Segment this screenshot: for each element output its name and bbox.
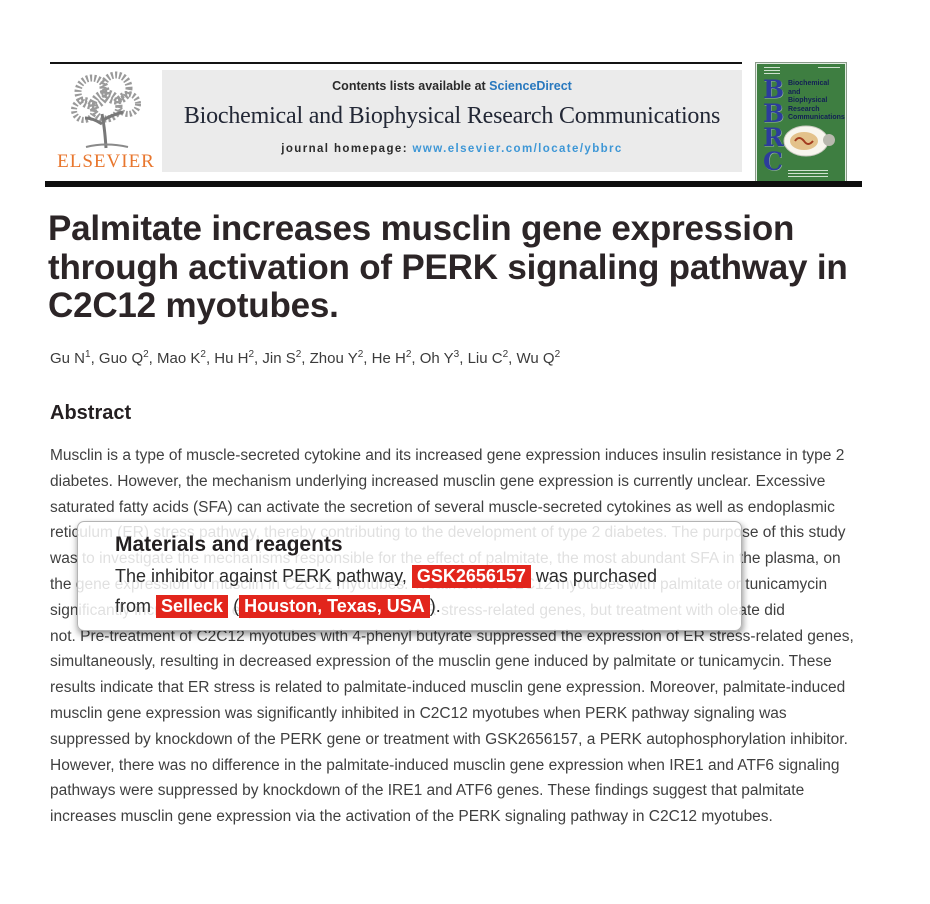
journal-title: Biochemical and Biophysical Research Com… — [183, 103, 721, 129]
author: Zhou Y2, — [309, 349, 372, 367]
homepage-label: journal homepage: — [281, 143, 413, 155]
author: Guo Q2, — [98, 349, 158, 367]
abstract-heading: Abstract — [50, 402, 132, 424]
sciencedirect-link[interactable]: ScienceDirect — [489, 79, 572, 93]
abstract-line: increases musclin gene expression via th… — [50, 808, 773, 826]
elsevier-wordmark: ELSEVIER — [57, 151, 155, 172]
popup-body: The inhibitor against PERK pathway, GSK2… — [115, 561, 741, 621]
abstract-line: pathways were suppressed by knockdown of… — [50, 782, 805, 800]
abstract-line: Musclin is a type of muscle-secreted cyt… — [50, 447, 845, 464]
abstract-line: suppressed by knockdown of the PERK gene… — [50, 730, 848, 748]
article-title: Palmitate increases musclin gene express… — [48, 209, 848, 325]
cover-fineprint — [818, 67, 840, 70]
elsevier-logo: ELSEVIER — [52, 68, 160, 180]
abstract-line: results indicate that ER stress is relat… — [50, 679, 846, 697]
author: Oh Y3, — [419, 349, 468, 367]
abstract-line: musclin gene expression was significantl… — [50, 704, 787, 722]
abstract-line: diabetes. However, the mechanism underly… — [50, 472, 826, 490]
cover-fineprint — [764, 67, 780, 75]
author: Liu C2, — [467, 349, 517, 367]
cover-letter: C — [763, 147, 783, 176]
cover-letter: B — [763, 75, 785, 104]
author: Wu Q2 — [516, 349, 561, 367]
cover-figure-icon — [782, 123, 836, 164]
journal-homepage-line: journal homepage: www.elsevier.com/locat… — [162, 143, 742, 155]
abstract-line: not. Pre-treatment of C2C12 myotubes wit… — [50, 627, 854, 645]
elsevier-tree-icon — [71, 71, 141, 149]
cover-fineprint — [788, 170, 828, 177]
cover-journal-title: Biochemical and Biophysical Research Com… — [788, 80, 845, 121]
cover-letter: B — [763, 99, 785, 128]
contents-lists-line: Contents lists available at ScienceDirec… — [162, 79, 742, 93]
homepage-url-link[interactable]: www.elsevier.com/locate/ybbrc — [412, 143, 623, 155]
abstract-line: However, there was no difference in the … — [50, 756, 840, 774]
author: Jin S2, — [262, 349, 310, 367]
highlight-location: Houston, Texas, USA — [239, 595, 430, 618]
materials-reagents-popup: Materials and reagents The inhibitor aga… — [77, 521, 742, 631]
header-bottom-rule — [45, 181, 862, 187]
author: Gu N1, — [50, 349, 99, 367]
header-top-rule — [50, 62, 742, 64]
highlight-gsk2656157: GSK2656157 — [411, 565, 531, 588]
popup-heading: Materials and reagents — [115, 533, 343, 556]
popup-line-1: The inhibitor against PERK pathway, GSK2… — [115, 565, 657, 588]
popup-line-2: from Selleck (Houston, Texas, USA). — [115, 595, 441, 618]
cover-letter: R — [763, 123, 784, 152]
author: He H2, — [371, 349, 420, 367]
author: Hu H2, — [214, 349, 263, 367]
abstract-line: simultaneously, resulting in decreased e… — [50, 653, 832, 671]
highlight-selleck: Selleck — [156, 595, 229, 618]
cover-bbrc-letters: B B R C — [763, 75, 785, 176]
contents-lists-label: Contents lists available at — [332, 79, 490, 93]
abstract-paragraph: Musclin is a type of muscle-secreted cyt… — [50, 443, 854, 830]
abstract-line: saturated fatty acids (SFA) can activate… — [50, 498, 835, 516]
author: Mao K2, — [157, 349, 215, 367]
author-list: Gu N1, Guo Q2, Mao K2, Hu H2, Jin S2, Zh… — [50, 349, 560, 367]
journal-header-box: Contents lists available at ScienceDirec… — [162, 70, 742, 172]
bbrc-cover-thumbnail: B B R C Biochemical and Biophysical Rese… — [755, 62, 847, 183]
